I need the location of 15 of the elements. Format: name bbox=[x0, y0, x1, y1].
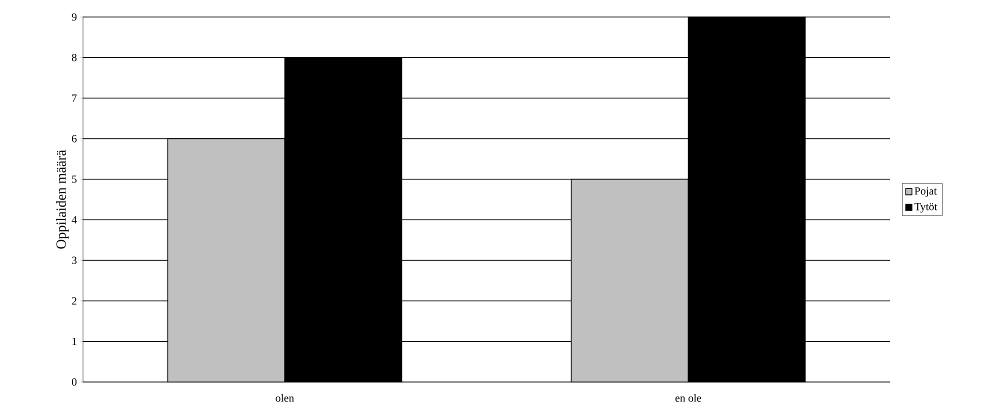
y-tick-label: 5 bbox=[72, 176, 77, 183]
legend-label: Tytöt bbox=[914, 203, 938, 213]
y-axis-title: Oppilaiden määrä bbox=[56, 150, 69, 249]
x-tick-label: olen bbox=[276, 394, 294, 402]
y-tick-label: 0 bbox=[72, 378, 77, 386]
y-tick-label: 8 bbox=[72, 54, 77, 62]
y-tick-label: 1 bbox=[72, 338, 76, 346]
y-tick-label: 9 bbox=[72, 13, 77, 21]
y-tick-label: 7 bbox=[72, 94, 77, 102]
y-tick-label: 4 bbox=[72, 216, 77, 224]
y-tick-label: 2 bbox=[72, 297, 76, 305]
legend-label: Pojat bbox=[914, 187, 937, 197]
y-tick-label: 6 bbox=[72, 134, 77, 142]
x-tick-label: en ole bbox=[675, 394, 702, 402]
y-tick-label: 3 bbox=[72, 256, 77, 264]
